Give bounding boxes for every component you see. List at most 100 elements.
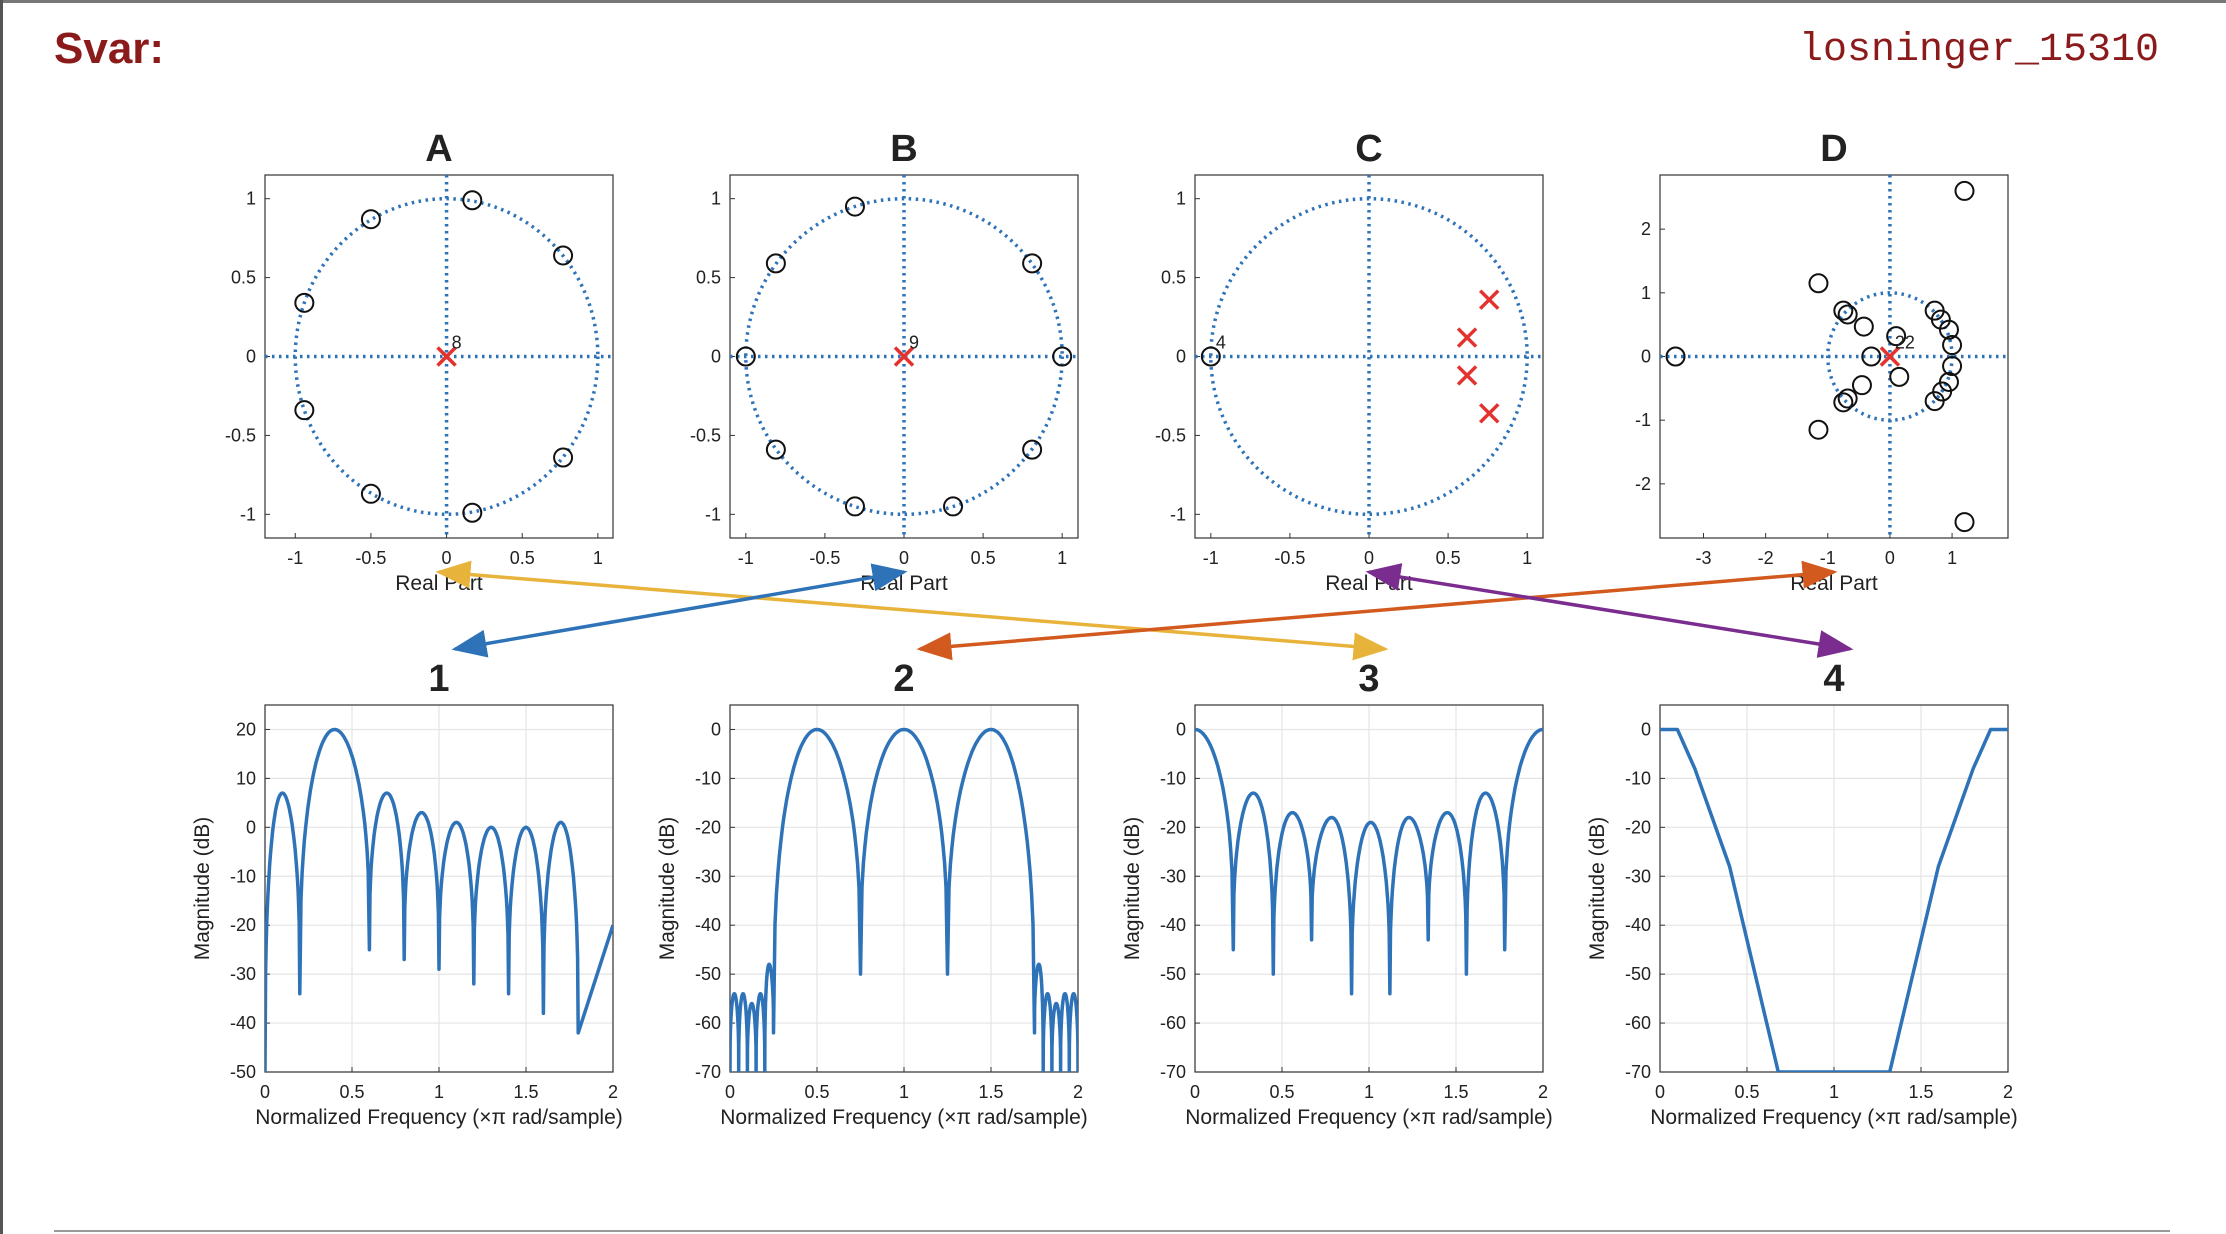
y-tick-label: 0.5 — [231, 268, 256, 288]
y-tick-label: -0.5 — [225, 425, 256, 445]
y-tick-label: 0 — [1641, 719, 1651, 739]
x-tick-label: 0.5 — [1734, 1082, 1759, 1102]
chart-title: A — [425, 128, 452, 170]
y-tick-label: -60 — [695, 1013, 721, 1033]
y-tick-label: -30 — [1625, 866, 1651, 886]
x-tick-label: -0.5 — [1274, 548, 1305, 568]
y-tick-label: -1 — [705, 504, 721, 524]
x-tick-label: 2 — [2003, 1082, 2013, 1102]
x-tick-label: -0.5 — [809, 548, 840, 568]
pole-marker — [1456, 327, 1478, 348]
y-tick-label: -10 — [230, 866, 256, 886]
x-tick-label: 1 — [1947, 548, 1957, 568]
y-tick-label: 0 — [246, 347, 256, 367]
zero-marker — [765, 253, 786, 274]
zero-marker — [553, 447, 574, 468]
zero-marker — [1665, 346, 1686, 367]
x-tick-label: 0 — [1190, 1082, 1200, 1102]
y-tick-label: -50 — [1625, 964, 1651, 984]
zero-marker — [294, 292, 315, 313]
zero-marker — [553, 245, 574, 266]
y-axis-label: Magnitude (dB) — [656, 817, 679, 961]
y-tick-label: -30 — [230, 964, 256, 984]
x-tick-label: 0 — [1655, 1082, 1665, 1102]
zero-marker — [735, 346, 756, 367]
y-tick-label: 0 — [1641, 347, 1651, 367]
y-tick-label: -60 — [1625, 1013, 1651, 1033]
chart-title: D — [1820, 128, 1847, 170]
zero-marker — [1954, 180, 1975, 201]
x-axis-label: Normalized Frequency (×π rad/sample) — [720, 1106, 1088, 1129]
y-tick-label: -0.5 — [690, 425, 721, 445]
frame-left-border — [0, 0, 3, 1234]
y-tick-label: -70 — [1625, 1062, 1651, 1082]
x-tick-label: -2 — [1758, 548, 1774, 568]
match-arrow-B-1 — [451, 563, 908, 658]
unit-circle — [744, 196, 1064, 517]
x-tick-label: 1 — [1364, 1082, 1374, 1102]
solution-id: losninger_15310 — [1798, 28, 2159, 73]
x-tick-label: -1 — [1203, 548, 1219, 568]
zero-marker — [1052, 346, 1073, 367]
y-tick-label: -10 — [1625, 768, 1651, 788]
zero-marker — [844, 496, 865, 517]
y-tick-label: -10 — [695, 768, 721, 788]
y-tick-label: -40 — [1625, 915, 1651, 935]
y-tick-label: -10 — [1160, 768, 1186, 788]
zero-marker — [1808, 419, 1829, 440]
y-tick-label: -1 — [1170, 504, 1186, 524]
y-tick-label: -0.5 — [1155, 425, 1186, 445]
y-tick-label: -50 — [230, 1062, 256, 1082]
y-tick-label: 0.5 — [696, 268, 721, 288]
x-tick-label: 0.5 — [339, 1082, 364, 1102]
pz-chart-B: -1 -0.5 0 0.5 1 -1 -0.5 0 0.5 1 B Real Part 9 — [690, 128, 1079, 595]
x-tick-label: 1 — [899, 1082, 909, 1102]
zero-marker — [1942, 356, 1963, 377]
y-tick-label: 1 — [1641, 283, 1651, 303]
y-tick-label: -30 — [695, 866, 721, 886]
pole-marker — [1879, 346, 1901, 367]
y-tick-label: -20 — [695, 817, 721, 837]
y-tick-label: 0 — [711, 347, 721, 367]
zero-marker — [1861, 346, 1882, 367]
x-tick-label: -1 — [287, 548, 303, 568]
y-tick-label: 1 — [246, 189, 256, 209]
y-tick-label: -40 — [695, 915, 721, 935]
unit-circle — [293, 196, 600, 517]
magnitude-curve — [265, 727, 613, 1072]
y-tick-label: -40 — [1160, 915, 1186, 935]
zero-marker — [1837, 388, 1858, 409]
chart-title: 2 — [893, 658, 914, 700]
pole-marker — [436, 346, 457, 367]
zero-marker — [1837, 304, 1858, 325]
zero-marker — [360, 483, 381, 504]
x-tick-label: 0.5 — [971, 548, 996, 568]
chart-title: 1 — [428, 658, 449, 700]
y-tick-label: -20 — [230, 915, 256, 935]
x-tick-label: 0.5 — [804, 1082, 829, 1102]
zero-marker — [1833, 300, 1854, 321]
chart-title: C — [1355, 128, 1382, 170]
pole-marker — [1478, 289, 1500, 310]
x-axis-label: Normalized Frequency (×π rad/sample) — [255, 1106, 623, 1129]
zero-marker — [1022, 439, 1043, 460]
zero-marker — [1022, 253, 1043, 274]
x-tick-label: 1.5 — [513, 1082, 538, 1102]
x-axis-label: Real Part — [860, 572, 948, 595]
multiplicity-label: 4 — [1216, 333, 1226, 353]
y-tick-label: 10 — [236, 768, 256, 788]
chart-title: 4 — [1823, 658, 1844, 700]
y-tick-label: -20 — [1160, 817, 1186, 837]
x-axis-label: Normalized Frequency (×π rad/sample) — [1650, 1106, 2018, 1129]
y-tick-label: -50 — [695, 964, 721, 984]
y-tick-label: -60 — [1160, 1013, 1186, 1033]
zero-marker — [1924, 391, 1945, 412]
x-tick-label: 0.5 — [1436, 548, 1461, 568]
magnitude-curve — [1195, 727, 1543, 996]
x-tick-label: 1 — [593, 548, 603, 568]
y-tick-label: -40 — [230, 1013, 256, 1033]
multiplicity-label: 22 — [1895, 333, 1915, 353]
y-tick-label: -30 — [1160, 866, 1186, 886]
